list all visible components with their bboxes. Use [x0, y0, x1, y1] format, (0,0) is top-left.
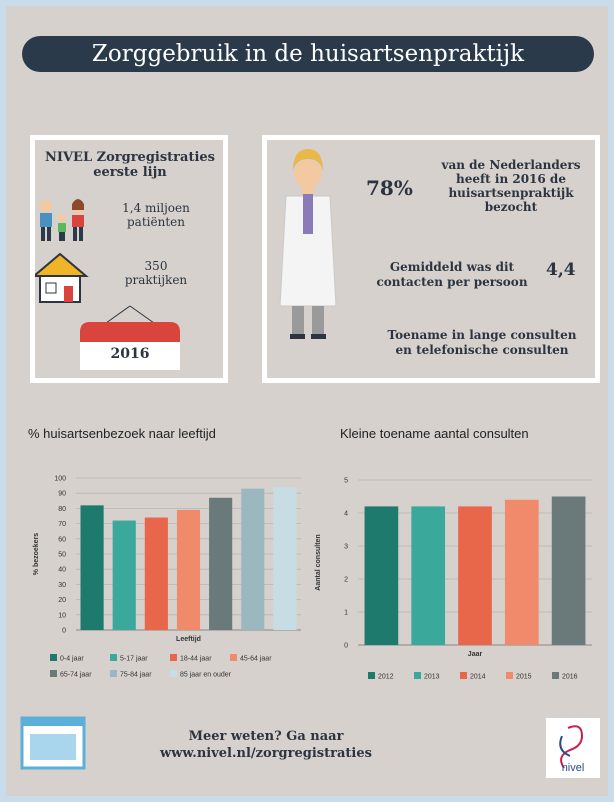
- legend-label: 2013: [424, 674, 440, 681]
- legend-label: 2014: [470, 674, 486, 681]
- legend-swatch: [170, 654, 177, 661]
- y-tick-label: 60: [58, 536, 66, 543]
- bar: [411, 506, 445, 645]
- y-tick-label: 30: [58, 582, 66, 589]
- legend-label: 65-74 jaar: [60, 672, 92, 679]
- legend-swatch: [552, 672, 559, 679]
- legend-swatch: [50, 654, 57, 661]
- bar: [241, 489, 264, 630]
- y-tick-label: 1: [344, 610, 348, 617]
- legend-label: 18-44 jaar: [180, 656, 212, 663]
- page: Zorggebruik in de huisartsenpraktijk NIV…: [0, 0, 614, 802]
- legend-label: 2015: [516, 674, 532, 681]
- bar: [365, 506, 399, 645]
- chart-title: Kleine toename aantal consulten: [340, 426, 529, 441]
- footer-url[interactable]: www.nivel.nl/zorgregistraties: [126, 745, 406, 762]
- y-tick-label: 90: [58, 491, 66, 498]
- logo: nivel: [546, 762, 600, 774]
- legend-label: 45-64 jaar: [240, 656, 272, 663]
- y-axis-label: % bezoekers: [33, 533, 40, 576]
- y-tick-label: 70: [58, 521, 66, 528]
- bar: [113, 521, 136, 630]
- chart-title: % huisartsenbezoek naar leeftijd: [28, 426, 216, 441]
- charts: % huisartsenbezoek naar leeftijd01020304…: [6, 6, 608, 706]
- y-tick-label: 2: [344, 577, 348, 584]
- bar: [458, 506, 492, 645]
- y-tick-label: 3: [344, 544, 348, 551]
- legend-swatch: [110, 670, 117, 677]
- legend-label: 5-17 jaar: [120, 656, 148, 663]
- legend-swatch: [414, 672, 421, 679]
- legend-swatch: [230, 654, 237, 661]
- text-line: Meer weten? Ga naar: [126, 728, 406, 745]
- legend-swatch: [170, 670, 177, 677]
- legend-swatch: [50, 670, 57, 677]
- legend-label: 0-4 jaar: [60, 656, 84, 663]
- bar: [81, 505, 104, 630]
- legend-swatch: [368, 672, 375, 679]
- bar: [145, 518, 168, 630]
- y-tick-label: 10: [58, 612, 66, 619]
- x-axis-label: Leeftijd: [176, 636, 201, 643]
- y-tick-label: 100: [54, 476, 66, 483]
- legend-swatch: [506, 672, 513, 679]
- bar: [177, 510, 200, 630]
- legend-swatch: [110, 654, 117, 661]
- y-tick-label: 5: [344, 478, 348, 485]
- legend-swatch: [460, 672, 467, 679]
- bar: [209, 498, 232, 630]
- y-axis-label: Aantal consulten: [315, 534, 322, 590]
- x-axis-label: Jaar: [468, 651, 483, 658]
- y-tick-label: 0: [62, 628, 66, 635]
- y-tick-label: 4: [344, 511, 348, 518]
- legend-label: 2016: [562, 674, 578, 681]
- infographic: Zorggebruik in de huisartsenpraktijk NIV…: [6, 6, 608, 796]
- y-tick-label: 50: [58, 552, 66, 559]
- bar: [505, 500, 539, 645]
- y-tick-label: 80: [58, 506, 66, 513]
- legend-label: 85 jaar en ouder: [180, 672, 232, 679]
- bar: [273, 487, 296, 630]
- y-tick-label: 40: [58, 567, 66, 574]
- legend-label: 75-84 jaar: [120, 672, 152, 679]
- y-tick-label: 0: [344, 643, 348, 650]
- y-tick-label: 20: [58, 597, 66, 604]
- bar: [552, 497, 586, 646]
- legend-label: 2012: [378, 674, 394, 681]
